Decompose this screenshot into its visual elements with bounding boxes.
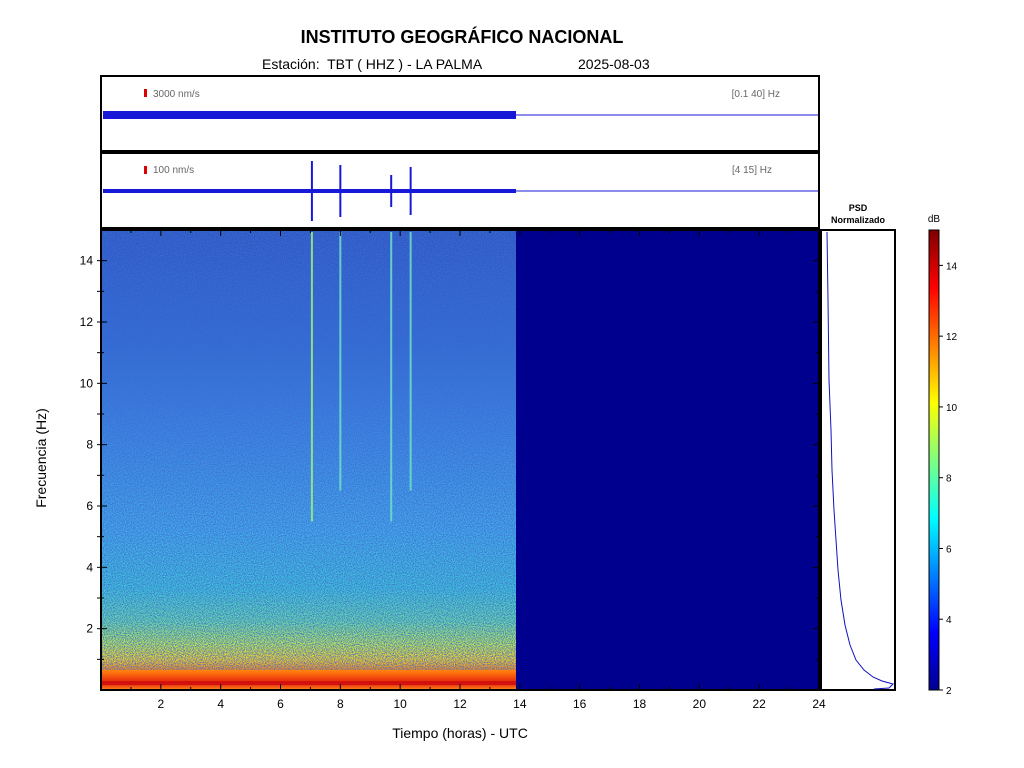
y-tick-label: 12 <box>80 315 94 329</box>
trace-band-label: [0.1 40] Hz <box>732 89 780 100</box>
colorbar-gradient <box>928 229 940 691</box>
colorbar-tick-label: 2 <box>946 686 952 697</box>
y-tick-label: 8 <box>86 438 93 452</box>
x-tick-label: 20 <box>693 697 707 711</box>
y-tick-label: 4 <box>86 560 93 574</box>
scale-bar-icon <box>144 89 147 97</box>
colorbar: dB 2 4 6 8 10 12 14 <box>928 214 958 697</box>
y-tick-label: 2 <box>86 622 93 636</box>
trace-scale-label: 100 nm/s <box>153 165 194 176</box>
y-tick-label: 10 <box>80 376 94 390</box>
x-tick-label: 22 <box>752 697 766 711</box>
y-tick-label: 6 <box>86 499 93 513</box>
x-tick-label: 24 <box>812 697 826 711</box>
psd-panel: PSD Normalizado <box>820 203 896 691</box>
x-tick-label: 16 <box>573 697 587 711</box>
colorbar-tick-label: 8 <box>946 474 952 485</box>
spectrogram-noise <box>101 230 516 670</box>
colorbar-tick-label: 10 <box>946 403 958 414</box>
low-frequency-band <box>101 681 516 685</box>
x-tick-label: 6 <box>277 697 284 711</box>
x-tick-label: 8 <box>337 697 344 711</box>
x-tick-label: 2 <box>157 697 164 711</box>
figure-title: INSTITUTO GEOGRÁFICO NACIONAL <box>300 27 624 47</box>
psd-title: PSD <box>849 203 868 213</box>
trace-waveform <box>103 189 516 193</box>
y-tick-label: 14 <box>80 254 94 268</box>
psd-subtitle: Normalizado <box>831 215 886 225</box>
scale-bar-icon <box>144 166 147 174</box>
x-axis-label: Tiempo (horas) - UTC <box>392 725 528 741</box>
colorbar-tick-label: 6 <box>946 544 952 555</box>
trace-panel-2: 100 nm/s [4 15] Hz <box>100 152 820 229</box>
psd-curve <box>826 231 894 690</box>
colorbar-unit: dB <box>928 214 941 225</box>
x-tick-label: 10 <box>393 697 407 711</box>
colorbar-tick-label: 4 <box>946 615 952 626</box>
x-tick-label: 12 <box>453 697 467 711</box>
trace-band-label: [4 15] Hz <box>732 165 772 176</box>
colorbar-tick-label: 14 <box>946 261 958 272</box>
trace-waveform <box>103 111 516 119</box>
colorbar-tick-label: 12 <box>946 332 958 343</box>
no-data-region <box>516 230 819 690</box>
x-tick-label: 4 <box>217 697 224 711</box>
psd-frame <box>820 229 896 691</box>
station-subtitle: Estación: TBT ( HHZ ) - LA PALMA <box>262 56 483 72</box>
x-tick-label: 14 <box>513 697 527 711</box>
trace-scale-label: 3000 nm/s <box>153 89 200 100</box>
trace-panel-1: 3000 nm/s [0.1 40] Hz <box>100 75 820 152</box>
date-label: 2025-08-03 <box>578 56 650 72</box>
x-tick-label: 18 <box>633 697 647 711</box>
